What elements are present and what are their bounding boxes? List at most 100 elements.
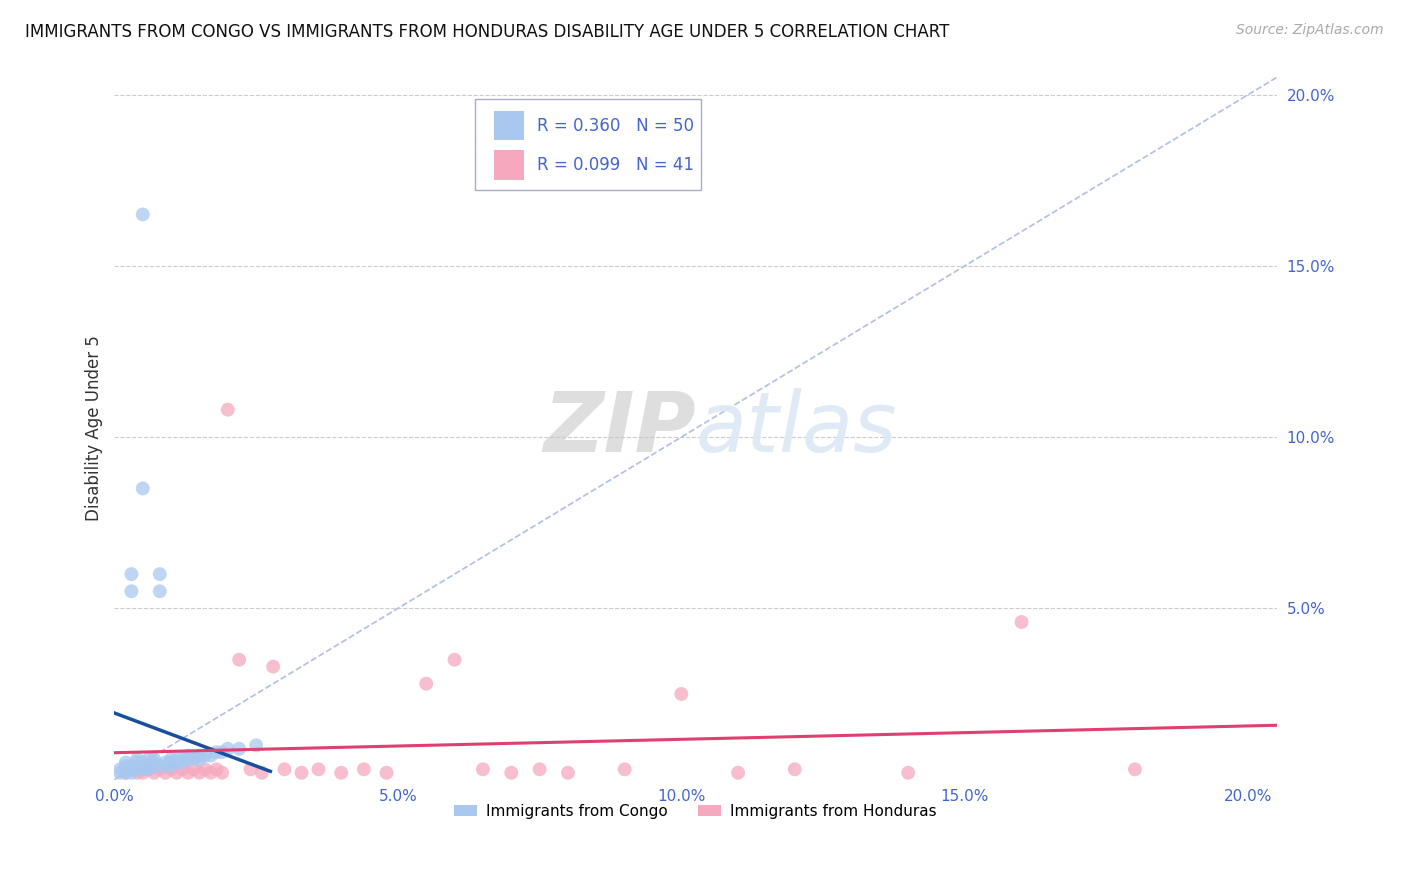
Point xyxy=(149,584,172,599)
Text: R = 0.099   N = 41: R = 0.099 N = 41 xyxy=(537,156,695,174)
Point xyxy=(143,759,166,773)
Point xyxy=(155,756,177,770)
Point xyxy=(250,765,273,780)
Point xyxy=(613,762,636,776)
Point xyxy=(143,752,166,766)
Point xyxy=(308,762,330,776)
Point xyxy=(127,759,149,773)
Point xyxy=(177,748,200,763)
Text: Source: ZipAtlas.com: Source: ZipAtlas.com xyxy=(1236,23,1384,37)
Point xyxy=(132,756,155,770)
Point xyxy=(114,759,136,773)
Point xyxy=(160,762,183,776)
Point xyxy=(211,745,233,759)
Point xyxy=(149,759,172,773)
Point xyxy=(160,759,183,773)
Point xyxy=(443,653,465,667)
Point xyxy=(155,759,177,773)
Point xyxy=(727,765,749,780)
Point xyxy=(200,765,222,780)
Point xyxy=(353,762,375,776)
Text: atlas: atlas xyxy=(696,388,897,469)
Point xyxy=(166,752,188,766)
Point xyxy=(471,762,494,776)
Point xyxy=(127,762,149,776)
Point xyxy=(228,653,250,667)
Point xyxy=(188,752,211,766)
Point xyxy=(375,765,398,780)
Point xyxy=(120,567,142,582)
Point xyxy=(120,765,142,780)
Point xyxy=(138,752,160,766)
Point xyxy=(177,752,200,766)
Point xyxy=(132,762,155,776)
Text: IMMIGRANTS FROM CONGO VS IMMIGRANTS FROM HONDURAS DISABILITY AGE UNDER 5 CORRELA: IMMIGRANTS FROM CONGO VS IMMIGRANTS FROM… xyxy=(25,23,949,41)
Point xyxy=(155,765,177,780)
Point xyxy=(290,765,312,780)
Point xyxy=(149,762,172,776)
Point xyxy=(160,756,183,770)
FancyBboxPatch shape xyxy=(475,98,702,190)
Point xyxy=(177,765,200,780)
Point xyxy=(194,748,217,763)
Point xyxy=(897,765,920,780)
Point xyxy=(143,765,166,780)
Point xyxy=(149,567,172,582)
Point xyxy=(114,762,136,776)
Point xyxy=(132,207,155,221)
Point xyxy=(529,762,551,776)
Point xyxy=(172,752,194,766)
Point xyxy=(228,741,250,756)
Point xyxy=(262,659,284,673)
Point xyxy=(172,762,194,776)
Point xyxy=(127,756,149,770)
Point xyxy=(183,752,205,766)
Text: R = 0.360   N = 50: R = 0.360 N = 50 xyxy=(537,117,695,135)
Legend: Immigrants from Congo, Immigrants from Honduras: Immigrants from Congo, Immigrants from H… xyxy=(449,797,943,824)
Point xyxy=(120,584,142,599)
Point xyxy=(127,765,149,780)
Point xyxy=(138,759,160,773)
Point xyxy=(783,762,806,776)
Point xyxy=(501,765,523,780)
Point xyxy=(166,756,188,770)
Point xyxy=(138,762,160,776)
Point xyxy=(1123,762,1146,776)
Point xyxy=(245,739,267,753)
Point xyxy=(132,482,155,496)
Point xyxy=(217,402,239,417)
Point xyxy=(132,759,155,773)
Point xyxy=(132,765,155,780)
Point xyxy=(143,756,166,770)
Point xyxy=(415,676,437,690)
Point xyxy=(211,765,233,780)
Point xyxy=(200,748,222,763)
Point xyxy=(330,765,353,780)
Bar xyxy=(495,111,523,140)
Point xyxy=(205,762,228,776)
Point xyxy=(127,752,149,766)
Y-axis label: Disability Age Under 5: Disability Age Under 5 xyxy=(86,335,103,522)
Point xyxy=(166,765,188,780)
Point xyxy=(217,741,239,756)
Bar xyxy=(495,151,523,180)
Point xyxy=(205,745,228,759)
Point xyxy=(671,687,693,701)
Point xyxy=(120,759,142,773)
Point xyxy=(160,752,183,766)
Text: ZIP: ZIP xyxy=(543,388,696,469)
Point xyxy=(188,765,211,780)
Point xyxy=(557,765,579,780)
Point xyxy=(114,756,136,770)
Point xyxy=(183,762,205,776)
Point xyxy=(1011,615,1033,629)
Point xyxy=(138,762,160,776)
Point xyxy=(273,762,295,776)
Point xyxy=(172,756,194,770)
Point xyxy=(120,762,142,776)
Point xyxy=(114,765,136,780)
Point xyxy=(114,765,136,780)
Point xyxy=(188,748,211,763)
Point xyxy=(239,762,262,776)
Point xyxy=(108,762,131,776)
